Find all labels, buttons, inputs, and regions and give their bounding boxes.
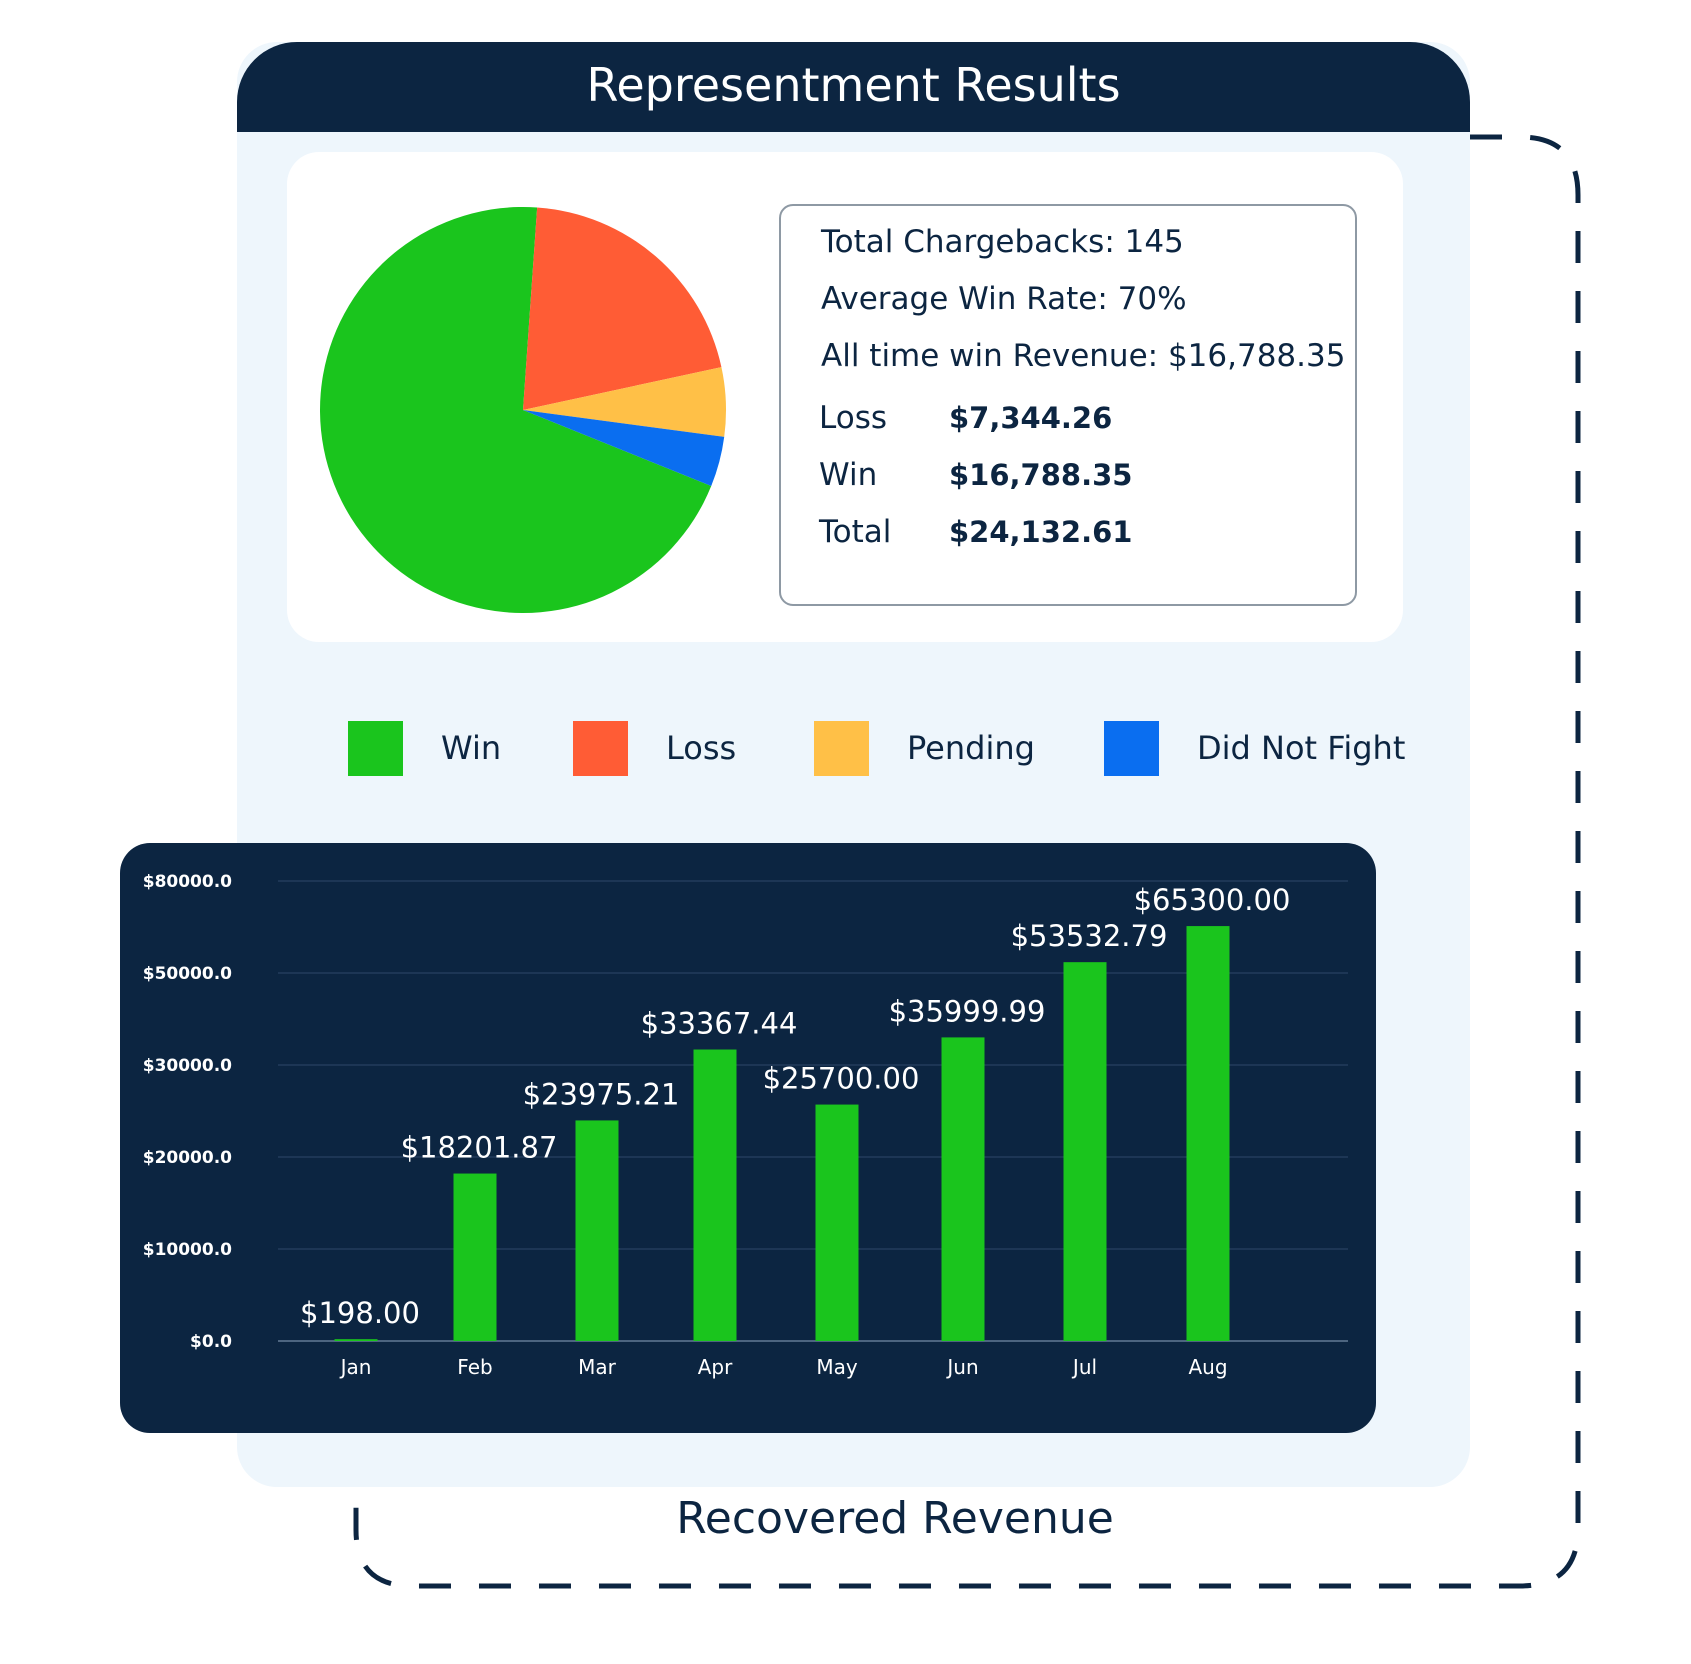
x-tick-label: Apr bbox=[698, 1355, 733, 1379]
bar-aug bbox=[1186, 926, 1230, 1341]
loss-label: Loss bbox=[819, 400, 887, 436]
pie-chart bbox=[320, 206, 727, 613]
bar-feb bbox=[453, 1173, 497, 1341]
x-tick-label: Aug bbox=[1188, 1355, 1227, 1379]
legend-swatch-did-not-fight bbox=[1104, 720, 1159, 776]
pie-slice-win bbox=[320, 206, 712, 613]
bar-chart-panel: $0.0 $10000.0 $20000.0 $30000.0 $50000.0 $800… bbox=[120, 843, 1376, 1433]
y-tick-label: $80000.0 bbox=[143, 872, 232, 892]
pie-slice-pending bbox=[523, 367, 727, 437]
bar-value-label: $25700.00 bbox=[763, 1062, 920, 1096]
total-label: Total bbox=[819, 514, 892, 550]
win-label: Win bbox=[819, 457, 878, 493]
win-row: Win $16,788.35 bbox=[819, 457, 1132, 493]
y-tick-label: $20000.0 bbox=[143, 1148, 232, 1168]
x-tick-label: Mar bbox=[578, 1355, 617, 1379]
win-value: $16,788.35 bbox=[949, 458, 1133, 492]
bar-value-label: $23975.21 bbox=[523, 1077, 680, 1111]
legend-label-did-not-fight: Did Not Fight bbox=[1197, 729, 1406, 767]
legend-swatch-loss bbox=[573, 720, 628, 776]
pie-legend: Win Loss Pending Did Not Fight bbox=[237, 720, 1470, 780]
legend-item-pending: Pending bbox=[814, 720, 1035, 776]
total-chargebacks: Total Chargebacks: 145 bbox=[821, 224, 1184, 260]
loss-row: Loss $7,344.26 bbox=[819, 400, 1112, 436]
loss-value: $7,344.26 bbox=[949, 401, 1113, 435]
bar-value-label: $35999.99 bbox=[889, 994, 1046, 1028]
average-win-rate: Average Win Rate: 70% bbox=[821, 281, 1187, 317]
recovered-revenue-label: Recovered Revenue bbox=[676, 1493, 1114, 1544]
pie-panel: Total Chargebacks: 145 Average Win Rate:… bbox=[287, 152, 1403, 642]
y-tick-label: $50000.0 bbox=[143, 964, 232, 984]
legend-item-did-not-fight: Did Not Fight bbox=[1104, 720, 1405, 776]
total-row: Total $24,132.61 bbox=[819, 514, 1132, 550]
all-time-win-revenue: All time win Revenue: $16,788.35 bbox=[821, 338, 1346, 374]
bar-apr bbox=[693, 1049, 737, 1341]
x-tick-label: May bbox=[816, 1355, 858, 1379]
bar-value-label: $18201.87 bbox=[401, 1131, 558, 1165]
y-tick-label: $30000.0 bbox=[143, 1056, 232, 1076]
pie-slice-loss bbox=[523, 207, 722, 410]
legend-swatch-win bbox=[348, 720, 403, 776]
bar-value-label: $33367.44 bbox=[641, 1007, 798, 1041]
y-tick-label: $10000.0 bbox=[143, 1240, 232, 1260]
x-tick-label: Jun bbox=[945, 1355, 978, 1379]
x-tick-label: Jan bbox=[339, 1355, 372, 1379]
legend-item-loss: Loss bbox=[573, 720, 736, 776]
x-tick-label: Jul bbox=[1071, 1355, 1097, 1379]
legend-label-pending: Pending bbox=[907, 729, 1035, 767]
bar-jun bbox=[941, 1037, 985, 1341]
bar-jul bbox=[1063, 962, 1107, 1341]
pie-slice-did-not-fight bbox=[523, 410, 725, 487]
bar-chart: $0.0 $10000.0 $20000.0 $30000.0 $50000.0 $800… bbox=[143, 872, 1348, 1379]
bar-jan bbox=[334, 1339, 378, 1341]
stats-box: Total Chargebacks: 145 Average Win Rate:… bbox=[779, 204, 1357, 606]
legend-label-loss: Loss bbox=[666, 729, 737, 767]
legend-item-win: Win bbox=[348, 720, 501, 776]
x-tick-label: Feb bbox=[457, 1355, 492, 1379]
y-tick-label: $0.0 bbox=[190, 1332, 232, 1352]
page-title: Representment Results bbox=[237, 42, 1470, 132]
legend-swatch-pending bbox=[814, 720, 869, 776]
bar-value-label: $198.00 bbox=[300, 1296, 420, 1330]
bar-value-label: $65300.00 bbox=[1134, 883, 1291, 917]
bar-mar bbox=[575, 1120, 619, 1341]
bar-value-label: $53532.79 bbox=[1011, 919, 1168, 953]
total-value: $24,132.61 bbox=[949, 515, 1133, 549]
legend-label-win: Win bbox=[441, 729, 502, 767]
bar-may bbox=[815, 1104, 859, 1341]
results-card: Representment Results Total Chargebacks:… bbox=[237, 42, 1470, 1487]
